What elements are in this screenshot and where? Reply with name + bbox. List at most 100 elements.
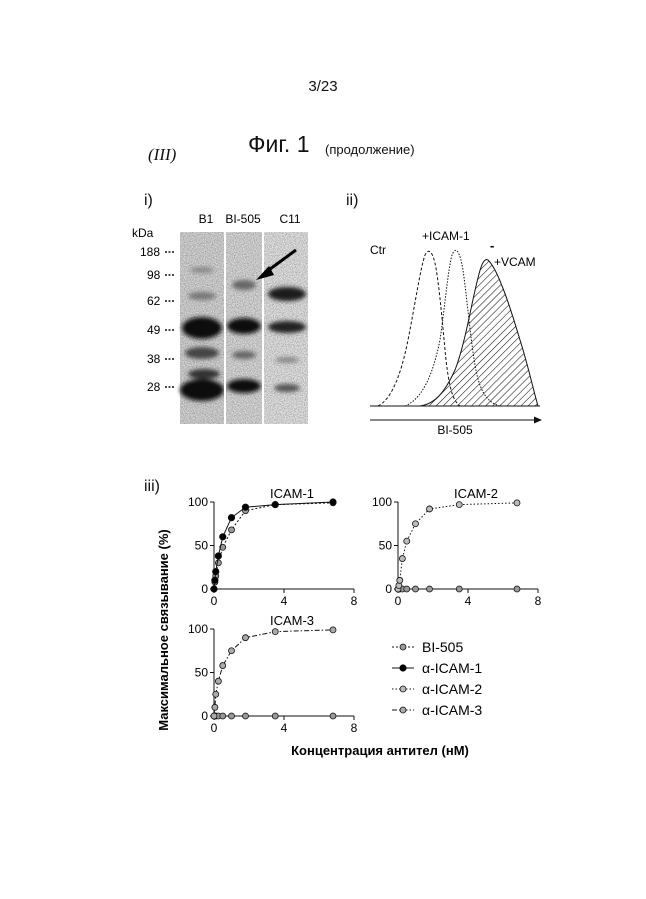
data-point <box>212 704 218 710</box>
data-point <box>456 586 462 592</box>
marker-188: 188 <box>140 245 174 259</box>
section-label: (III) <box>148 145 176 165</box>
marker-49: 49 <box>147 323 174 337</box>
subplot-title: ICAM-3 <box>270 613 314 628</box>
histogram-figure: Ctr +ICAM-1 - +VCAM BI-505 <box>360 220 545 435</box>
svg-text:28: 28 <box>147 380 161 394</box>
y-tick-label: 100 <box>188 622 208 636</box>
y-tick-label: 50 <box>195 539 209 553</box>
x-tick-label: 8 <box>535 594 542 608</box>
data-point <box>272 713 278 719</box>
data-point <box>330 713 336 719</box>
legend-item: α-ICAM-2 <box>392 681 482 697</box>
data-point <box>215 560 221 566</box>
gel-figure: B1 BI-505 C11 kDa 188 98 62 49 38 28 <box>130 210 315 435</box>
svg-text:38: 38 <box>147 352 161 366</box>
svg-text:98: 98 <box>147 268 161 282</box>
binding-curves-figure: Максимальное связывание (%) Концентрация… <box>150 480 550 770</box>
y-tick-label: 0 <box>201 582 208 596</box>
x-tick-label: 0 <box>395 594 402 608</box>
histogram-ctr <box>378 251 460 406</box>
data-point <box>242 504 248 510</box>
data-point <box>397 577 403 583</box>
legend-label: α-ICAM-3 <box>422 702 482 718</box>
data-point <box>272 501 278 507</box>
panel-i-label: i) <box>144 192 153 210</box>
legend-label: α-ICAM-1 <box>422 660 482 676</box>
data-point <box>404 586 410 592</box>
data-point <box>330 627 336 633</box>
data-point <box>215 553 221 559</box>
data-point <box>399 556 405 562</box>
data-point <box>404 538 410 544</box>
subplot-title: ICAM-1 <box>270 486 314 501</box>
kda-unit: kDa <box>132 226 154 240</box>
marker-38: 38 <box>147 352 174 366</box>
panel-ii-label: ii) <box>346 192 358 210</box>
series-line-α-ICAM-3 <box>214 630 333 716</box>
data-point <box>211 586 217 592</box>
legend-item: BI-505 <box>392 639 463 655</box>
x-tick-label: 4 <box>465 594 472 608</box>
x-tick-label: 8 <box>351 594 358 608</box>
y-tick-label: 50 <box>379 539 393 553</box>
y-tick-label: 0 <box>201 709 208 723</box>
curve-label-icam1: +ICAM-1 <box>422 229 470 243</box>
page-number: 3/23 <box>0 78 646 95</box>
y-tick-label: 0 <box>385 582 392 596</box>
data-point <box>229 713 235 719</box>
marker-62: 62 <box>147 294 174 308</box>
data-point <box>514 500 520 506</box>
legend-item: α-ICAM-3 <box>392 702 482 718</box>
data-point <box>229 648 235 654</box>
legend-marker <box>400 665 406 671</box>
y-tick-label: 100 <box>372 495 392 509</box>
curve-label-vcam: +VCAM <box>494 255 536 269</box>
figure-subtitle: (продолжение) <box>325 142 415 157</box>
svg-text:62: 62 <box>147 294 161 308</box>
data-point <box>215 678 221 684</box>
data-point <box>213 568 219 574</box>
x-tick-label: 0 <box>211 721 218 735</box>
legend-marker <box>400 644 406 650</box>
data-point <box>243 635 249 641</box>
x-tick-label: 0 <box>211 594 218 608</box>
legend-marker <box>400 686 406 692</box>
data-point <box>427 586 433 592</box>
histogram-xlabel: BI-505 <box>437 423 473 435</box>
binding-xlabel: Концентрация антител (нМ) <box>291 743 469 758</box>
data-point <box>272 629 278 635</box>
subplot-icam-1: ICAM-1 100 50 00 4 8 <box>188 486 358 608</box>
gel-lanes <box>180 232 308 424</box>
data-point <box>228 514 234 520</box>
data-point <box>413 521 419 527</box>
binding-legend: BI-505 α-ICAM-1 α-ICAM-2 α-ICAM-3 <box>392 639 482 718</box>
x-tick-label: 4 <box>281 721 288 735</box>
data-point <box>456 502 462 508</box>
svg-text:188: 188 <box>140 245 160 259</box>
data-point <box>427 506 433 512</box>
x-tick-label: 4 <box>281 594 288 608</box>
subplot-icam-3: ICAM-3 100 50 00 4 8 <box>188 613 358 735</box>
legend-label: BI-505 <box>422 639 463 655</box>
lane-label-c11: C11 <box>279 212 300 226</box>
marker-28: 28 <box>147 380 174 394</box>
data-point <box>514 586 520 592</box>
marker-98: 98 <box>147 268 174 282</box>
y-tick-label: 50 <box>195 666 209 680</box>
data-point <box>220 534 226 540</box>
legend-label: α-ICAM-2 <box>422 681 482 697</box>
x-tick-label: 8 <box>351 721 358 735</box>
data-point <box>220 663 226 669</box>
binding-ylabel: Максимальное связывание (%) <box>156 529 171 731</box>
lane-label-b1: B1 <box>199 212 214 226</box>
subplot-icam-2: ICAM-2100500048 <box>372 486 542 608</box>
data-point <box>243 713 249 719</box>
series-line-α-ICAM-2 <box>398 503 517 589</box>
curve-label-ctr: Ctr <box>370 243 386 257</box>
data-point <box>213 691 219 697</box>
arrow-right-icon <box>534 417 542 424</box>
data-point <box>212 577 218 583</box>
legend-item: α-ICAM-1 <box>392 660 482 676</box>
y-tick-label: 100 <box>188 495 208 509</box>
